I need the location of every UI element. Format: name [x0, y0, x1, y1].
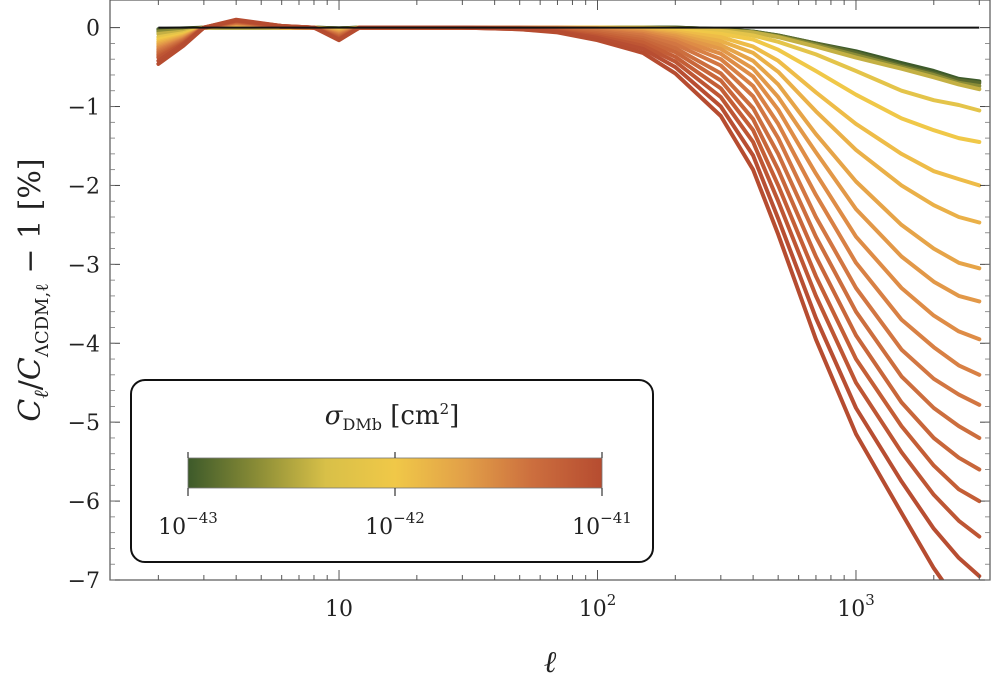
- colorbar-tick-label: 10−42: [365, 509, 425, 540]
- series-line-4: [156, 25, 982, 92]
- y-tick-label: −1: [68, 96, 100, 121]
- series-line-14: [156, 20, 982, 440]
- y-tick-label: −4: [68, 332, 100, 357]
- axis-ticks: 0 −1 −2 −3 −4 −5 −6 −7 10 102 103: [68, 0, 990, 622]
- colorbar-tick-label: 10−43: [158, 509, 218, 540]
- series-line-9: [156, 21, 982, 271]
- colorbar-ticks: 10−43 10−42 10−41: [158, 452, 632, 540]
- series-line-12: [156, 20, 982, 377]
- series-line-5: [156, 24, 982, 113]
- colorbar-title: σDMb [cm2]: [325, 400, 460, 434]
- y-axis-label: Cℓ/CΛCDM,ℓ − 1 [%]: [13, 158, 53, 421]
- colorbar-gradient: [187, 457, 603, 489]
- x-tick-label: 102: [579, 591, 617, 622]
- y-tick-label: 0: [86, 17, 100, 42]
- series-line-13: [156, 20, 982, 407]
- x-tick-label: 103: [837, 591, 875, 622]
- x-tick-label: 10: [325, 597, 353, 622]
- y-tick-label: −7: [68, 569, 100, 594]
- y-tick-label: −2: [68, 174, 100, 199]
- y-tick-label: −5: [68, 411, 100, 436]
- x-axis-label: ℓ: [544, 645, 557, 680]
- series-line-7: [156, 22, 982, 188]
- y-tick-label: −3: [68, 253, 100, 278]
- y-tick-label: −6: [68, 490, 100, 515]
- colorbar-tick-label: 10−41: [572, 509, 632, 540]
- colorbar-legend: σDMb [cm2] 10−43 10−42 10−41: [130, 379, 654, 563]
- plot-frame: [109, 0, 991, 581]
- series-line-19: [156, 17, 945, 580]
